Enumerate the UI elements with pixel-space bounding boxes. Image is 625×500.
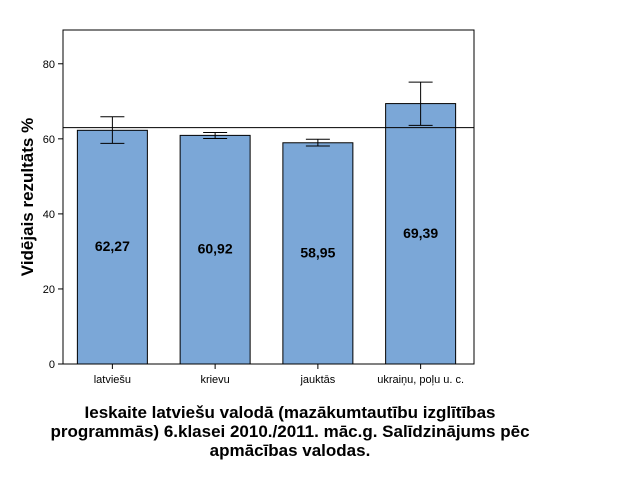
y-tick-label: 40	[43, 209, 55, 221]
bar-4	[385, 103, 457, 365]
y-tick-label: 60	[43, 134, 55, 146]
category-label-2: krievu	[200, 374, 229, 386]
error-bar-1	[100, 116, 125, 144]
y-axis-label: Vidējais rezultāts %	[18, 118, 37, 276]
data-label-4: 69,39	[403, 225, 438, 241]
y-tick-label: 80	[43, 59, 55, 71]
y-tick-label: 0	[49, 359, 55, 371]
bar-2	[179, 134, 251, 365]
error-bar-4	[408, 81, 433, 126]
x-axis-label: Ieskaite latviešu valodā (mazākumtautību…	[50, 403, 530, 460]
data-label-1: 62,27	[95, 238, 130, 254]
error-bar-2	[203, 131, 228, 139]
category-label-4: ukraiņu, poļu u. c.	[377, 374, 464, 386]
plot-area	[62, 29, 475, 365]
category-label-3: jauktās	[299, 374, 335, 386]
y-tick-label: 20	[43, 284, 55, 296]
error-bar-3	[305, 138, 330, 147]
data-label-2: 60,92	[198, 241, 233, 257]
category-label-1: latviešu	[94, 374, 131, 386]
data-label-3: 58,95	[300, 244, 335, 260]
